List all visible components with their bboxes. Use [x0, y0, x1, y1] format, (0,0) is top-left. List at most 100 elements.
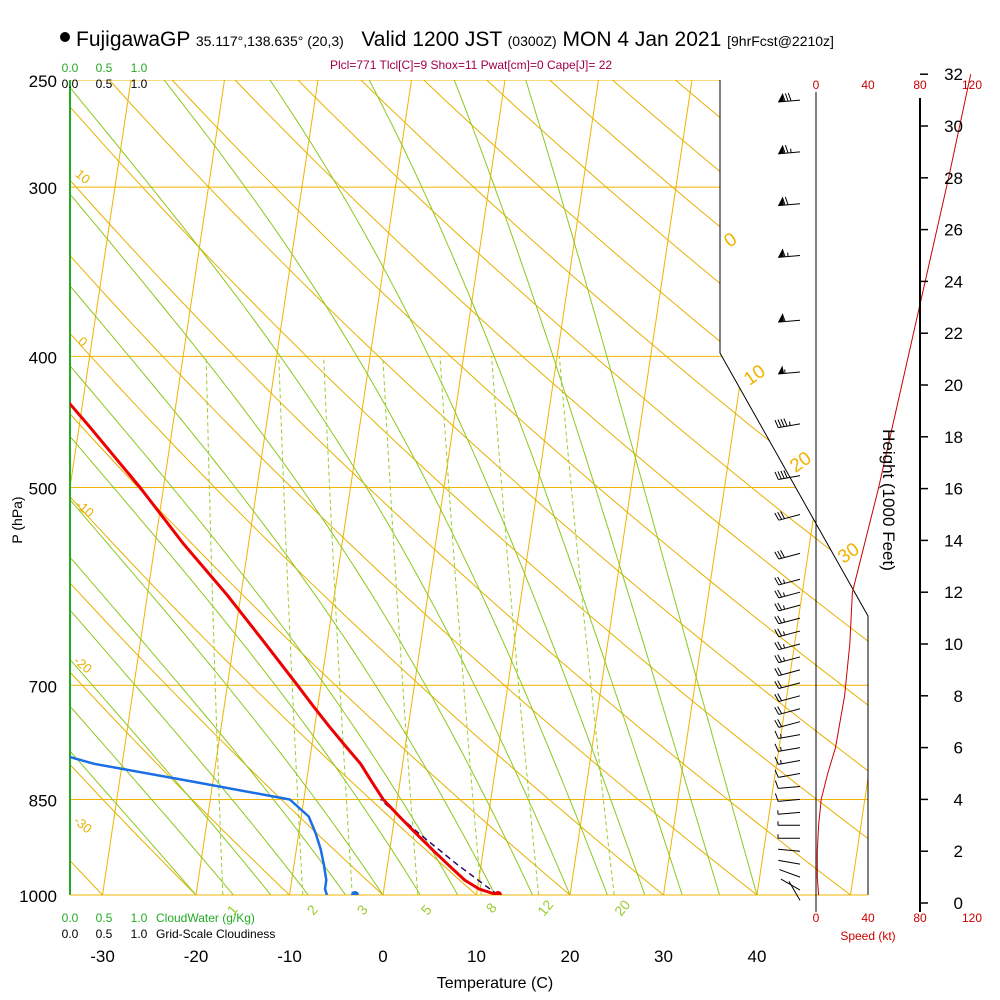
wind-barb-half-flag [788, 421, 791, 426]
mixing-ratio-line [278, 356, 304, 895]
speed-tick-top: 0 [813, 78, 820, 92]
temperature-tick-label: 40 [748, 947, 767, 966]
wind-barb-flag [777, 471, 782, 480]
wind-barb-flag [781, 248, 786, 257]
speed-tick-top: 80 [913, 78, 927, 92]
dry-adiabat-label: -30 [71, 813, 95, 837]
wind-barb-flag [780, 511, 785, 519]
cloudiness-tick-bottom: 0.0 [62, 927, 79, 941]
height-tick-label: 0 [954, 894, 963, 913]
wind-barb [774, 418, 801, 429]
dry-adiabat-label: -20 [71, 653, 95, 677]
moist-adiabat [525, 80, 758, 895]
cloudwater-tick-bottom: 0.0 [62, 911, 79, 925]
speed-profile [816, 74, 972, 896]
wind-barb-flag [777, 693, 783, 701]
wind-barb-flag [783, 470, 788, 479]
cloudiness-tick-top: 1.0 [131, 77, 148, 91]
wind-barb-flag [774, 551, 780, 560]
dry-adiabat [800, 80, 868, 895]
height-tick-label: 12 [944, 583, 963, 602]
wind-barb [774, 602, 801, 612]
moist-adiabat-label: 20 [786, 448, 815, 477]
wind-barb-staff [778, 811, 801, 815]
wind-barb-flag [774, 512, 780, 521]
y-axis-label: P (hPa) [9, 496, 25, 543]
valid-date: MON 4 Jan 2021 [562, 28, 722, 51]
dry-adiabat [70, 80, 851, 895]
mixing-ratio-label: 2 [304, 902, 321, 918]
wind-barb-flag [780, 550, 785, 558]
mixing-ratio-label: 5 [418, 902, 435, 918]
wind-barb-flag [781, 93, 786, 102]
moist-adiabat [368, 80, 683, 895]
wind-barb-flag [777, 667, 783, 676]
wind-barb-flag [781, 145, 786, 154]
moist-adiabat [70, 80, 347, 895]
wind-barb [774, 706, 801, 715]
wind-barb [774, 719, 801, 728]
wind-barb [777, 834, 800, 839]
wind-barb-staff [778, 798, 801, 802]
wind-barb-flag [774, 793, 779, 802]
wind-barb-flag [783, 418, 788, 427]
wind-barb-flag [774, 642, 780, 650]
wind-barb-flag [774, 616, 780, 625]
wind-barb-flag [780, 418, 785, 427]
wind-barb-flag [774, 681, 780, 689]
forecast-info: [9hrFcst@2210z] [727, 33, 834, 49]
dry-adiabat [70, 80, 571, 895]
wind-barb-half-flag [783, 657, 786, 662]
wind-barb-half-flag [783, 605, 786, 610]
speed-tick-bottom: 0 [813, 911, 820, 925]
dry-adiabat [927, 80, 1000, 895]
wind-barb-flag [774, 603, 780, 612]
wind-barb-staff [778, 708, 801, 715]
wind-barb [774, 628, 801, 638]
height-tick-label: 8 [954, 687, 963, 706]
surface-temperature-point [494, 891, 503, 895]
speed-tick-bottom: 40 [861, 911, 875, 925]
wind-barb-staff [779, 869, 801, 878]
moist-adiabat [70, 80, 234, 895]
wind-barb-flag [777, 511, 783, 520]
cloudwater-tick-top: 1.0 [131, 61, 148, 75]
mixing-ratio-line [323, 356, 353, 895]
height-tick-label: 4 [954, 790, 963, 809]
wind-barb [777, 810, 801, 815]
wind-barb [774, 667, 801, 677]
height-tick-label: 2 [954, 842, 963, 861]
mixing-ratio-label: 3 [354, 902, 371, 918]
height-axis-label: Height (1000 Feet) [879, 429, 898, 571]
height-tick-label: 24 [944, 272, 963, 291]
wind-barb-flag [774, 629, 780, 637]
wind-barb-flag [774, 769, 779, 778]
wind-barb-flag [777, 719, 783, 727]
moist-adiabat [70, 80, 571, 895]
dry-adiabat [108, 80, 868, 895]
moist-adiabat [453, 80, 721, 895]
wind-barb [778, 313, 801, 323]
cloudwater-label: CloudWater (g/Kg) [156, 911, 255, 925]
wind-barb-flag [784, 93, 789, 102]
wind-barb-staff [778, 656, 801, 664]
wind-barb-flag [774, 668, 780, 676]
wind-barb [778, 848, 801, 852]
wind-barb-flag [774, 655, 780, 663]
wind-barb [774, 470, 801, 480]
right-boundary-line [719, 80, 869, 895]
height-tick-label: 18 [944, 428, 963, 447]
wind-barb-flag [774, 730, 779, 739]
wind-barb-half-flag [783, 644, 786, 649]
height-tick-label: 6 [954, 739, 963, 758]
wind-barb [778, 196, 801, 207]
header: FujigawaGP 35.117°,138.635° (20,3) Valid… [60, 28, 834, 52]
wind-barb-flag [777, 576, 783, 585]
utc-time: (0300Z) [507, 33, 557, 49]
moist-adiabat-label: 0 [720, 229, 741, 252]
wind-barb [780, 878, 801, 891]
wind-barb-flag [777, 602, 783, 611]
height-tick-label: 16 [944, 480, 963, 499]
wind-barb-staff [778, 721, 801, 728]
